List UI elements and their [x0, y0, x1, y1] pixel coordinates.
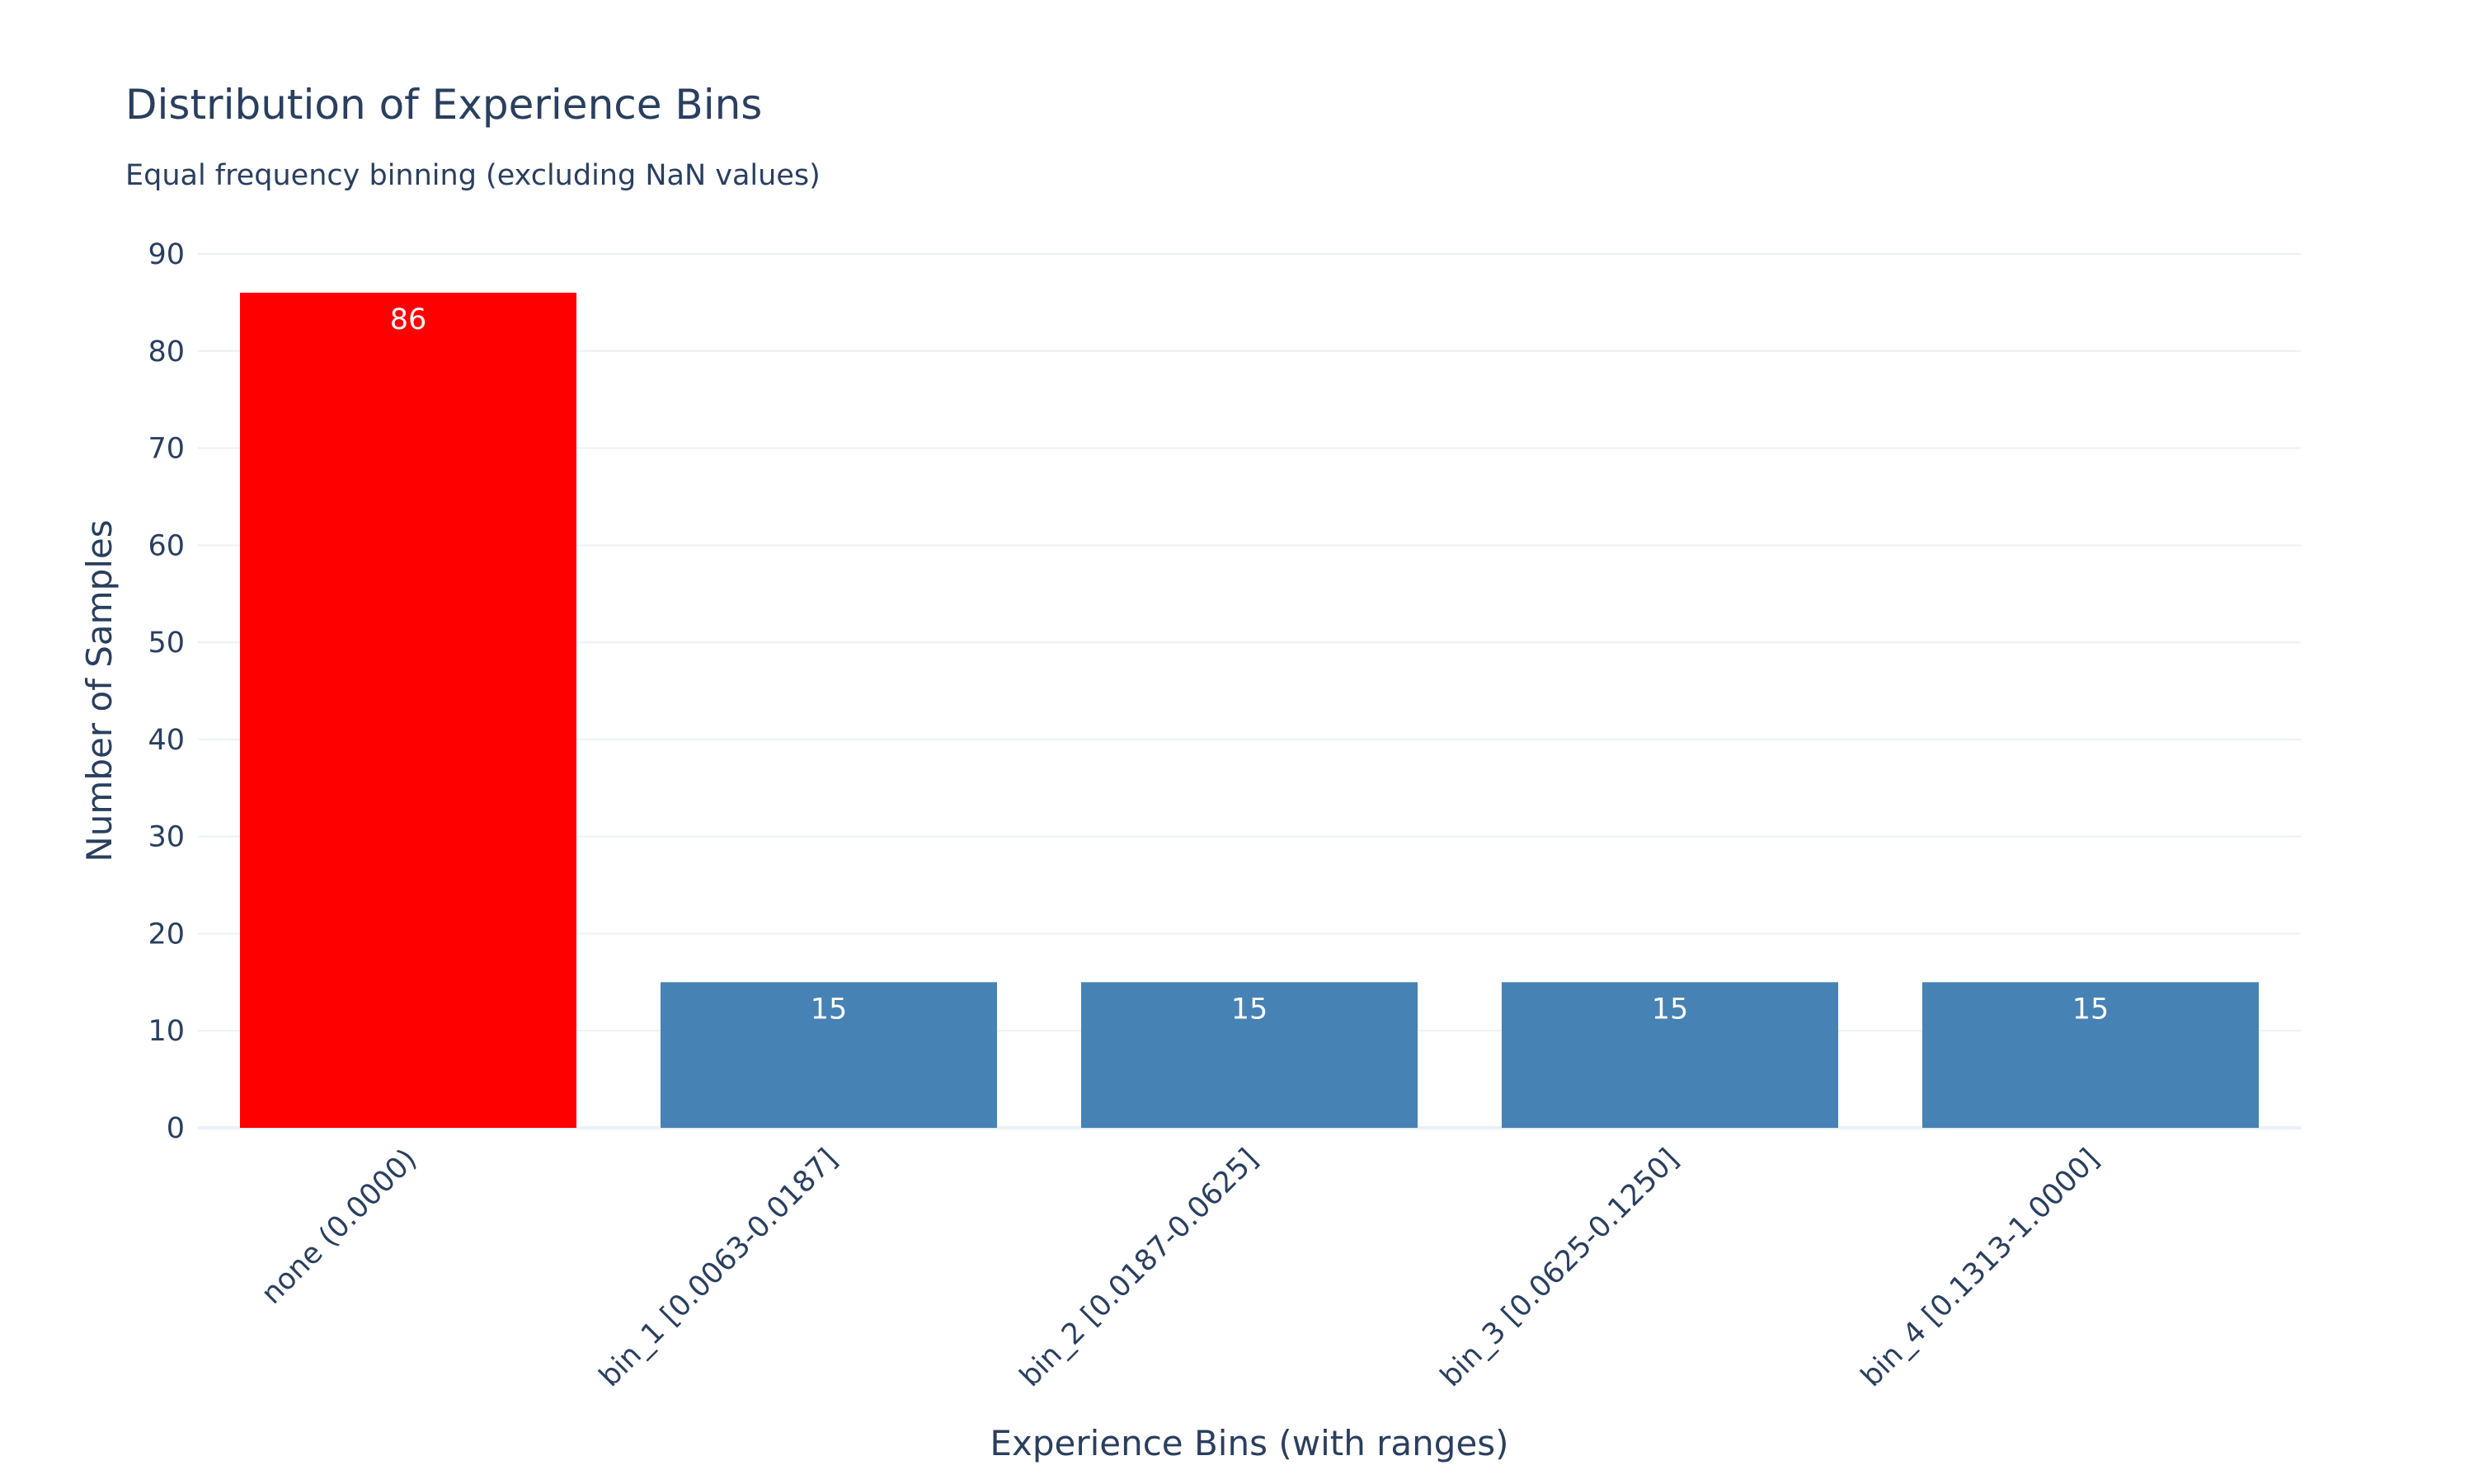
bar-2: [1081, 982, 1418, 1128]
y-tick-label: 50: [148, 627, 185, 660]
x-tick-label: bin_1 [0.0063-0.0187]: [593, 1143, 844, 1393]
bar-1: [661, 982, 997, 1128]
bar-3: [1502, 982, 1838, 1128]
bar-value-label: 86: [390, 303, 427, 336]
y-tick-label: 10: [148, 1015, 185, 1048]
y-tick-label: 60: [148, 529, 185, 562]
x-tick-label: bin_2 [0.0187-0.0625]: [1014, 1143, 1264, 1393]
y-tick-label: 90: [148, 238, 185, 271]
x-tick-label: bin_4 [0.1313-1.0000]: [1855, 1143, 2105, 1393]
x-tick-label: bin_3 [0.0625-0.1250]: [1434, 1143, 1685, 1393]
y-axis-ticks: 0 10 20 30 40 50 60 70 80 90: [148, 238, 185, 1145]
bar-value-label: 15: [1231, 993, 1268, 1026]
y-tick-label: 30: [148, 821, 185, 854]
bar-value-label: 15: [811, 993, 848, 1026]
x-tick-label: none (0.0000): [256, 1143, 424, 1311]
x-axis-ticks: none (0.0000) bin_1 [0.0063-0.0187] bin_2 …: [256, 1143, 2106, 1393]
bar-value-label: 15: [2072, 993, 2109, 1026]
bar-0: [240, 293, 576, 1129]
y-axis-title: Number of Samples: [79, 519, 120, 862]
y-tick-label: 80: [148, 336, 185, 369]
y-tick-label: 20: [148, 918, 185, 951]
y-tick-label: 40: [148, 724, 185, 757]
chart-subtitle: Equal frequency binning (excluding NaN v…: [125, 159, 821, 192]
x-axis-title: Experience Bins (with ranges): [990, 1423, 1508, 1463]
bar-value-label: 15: [1652, 993, 1689, 1026]
y-tick-label: 70: [148, 433, 185, 466]
bars: 86 15 15 15 15: [240, 293, 2259, 1129]
y-tick-label: 0: [167, 1112, 185, 1145]
bar-4: [1922, 982, 2259, 1128]
chart-title: Distribution of Experience Bins: [125, 81, 763, 129]
